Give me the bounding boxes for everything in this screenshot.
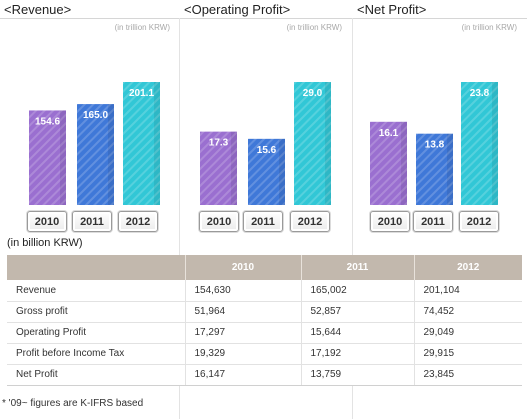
bar-2012 <box>294 82 331 205</box>
financial-table: 2010 2011 2012 Revenue 154,630 165,002 2… <box>7 255 522 386</box>
table-row: Revenue 154,630 165,002 201,104 <box>7 280 522 302</box>
table-cell: 165,002 <box>301 280 415 302</box>
table-header-row: 2010 2011 2012 <box>7 255 522 280</box>
row-label: Operating Profit <box>7 322 186 344</box>
bar-shade <box>401 121 407 205</box>
bar-value-label: 23.8 <box>470 88 490 99</box>
table-cell: 19,329 <box>185 343 302 365</box>
bar-shade <box>492 82 498 205</box>
bar-value-label: 15.6 <box>257 145 277 156</box>
panel-frame <box>353 18 527 236</box>
bar-shade <box>154 82 160 205</box>
column-header: 2010 <box>185 255 302 280</box>
bar-value-label: 201.1 <box>129 88 154 99</box>
table-cell: 23,845 <box>414 364 522 386</box>
row-label: Gross profit <box>7 301 186 323</box>
table-row: Operating Profit 17,297 15,644 29,049 <box>7 322 522 344</box>
panel-divider <box>352 18 353 419</box>
bar-shade <box>108 104 114 205</box>
bar-value-label: 154.6 <box>35 116 60 127</box>
panel-frame <box>0 18 180 236</box>
bar-value-label: 29.0 <box>303 88 323 99</box>
table-cell: 74,452 <box>414 301 522 323</box>
year-button-2010[interactable]: 2010 <box>199 211 239 232</box>
operating-profit-chart: 17.3 15.6 29.0 <box>200 82 331 205</box>
table-cell: 29,915 <box>414 343 522 365</box>
table-cell: 15,644 <box>301 322 415 344</box>
chart-title: <Revenue> <box>4 2 72 17</box>
unit-label: (in trillion KRW) <box>114 23 170 32</box>
table-cell: 17,192 <box>301 343 415 365</box>
net-profit-panel: <Net Profit> (in trillion KRW) 16.1 13.8 2… <box>353 0 527 236</box>
table-caption: (in billion KRW) <box>7 237 83 249</box>
column-header: 2011 <box>301 255 415 280</box>
bar-value-label: 13.8 <box>425 140 445 151</box>
footnote: * '09~ figures are K-IFRS based <box>2 398 144 409</box>
table-row: Gross profit 51,964 52,857 74,452 <box>7 301 522 323</box>
bar-2012 <box>461 82 498 205</box>
unit-label: (in trillion KRW) <box>286 23 342 32</box>
bar-shade <box>60 110 66 205</box>
table-cell: 13,759 <box>301 364 415 386</box>
table-cell: 52,857 <box>301 301 415 323</box>
chart-title: <Net Profit> <box>357 2 427 17</box>
year-button-2010[interactable]: 2010 <box>27 211 67 232</box>
bar-value-label: 165.0 <box>83 110 108 121</box>
year-button-2012[interactable]: 2012 <box>459 211 499 232</box>
net-profit-chart: 16.1 13.8 23.8 <box>370 82 498 205</box>
bar-shade <box>325 82 331 205</box>
revenue-panel: <Revenue> (in trillion KRW) 154.6 165.0 20… <box>0 0 180 236</box>
bar-shade <box>279 138 285 205</box>
table-row: Net Profit 16,147 13,759 23,845 <box>7 364 522 386</box>
year-button-2011[interactable]: 2011 <box>413 211 453 232</box>
panel-frame <box>180 18 352 236</box>
bar-2010 <box>370 121 407 205</box>
bar-value-label: 17.3 <box>209 138 229 149</box>
year-button-2011[interactable]: 2011 <box>243 211 283 232</box>
bar-shade <box>231 131 237 205</box>
table-cell: 51,964 <box>185 301 302 323</box>
table-cell: 16,147 <box>185 364 302 386</box>
row-label: Profit before Income Tax <box>7 343 186 365</box>
table-cell: 154,630 <box>185 280 302 302</box>
column-header <box>7 255 186 280</box>
year-button-2012[interactable]: 2012 <box>118 211 158 232</box>
row-label: Net Profit <box>7 364 186 386</box>
bar-value-label: 16.1 <box>379 128 399 139</box>
bar-shade <box>447 133 453 205</box>
bar-2010 <box>29 110 66 205</box>
table-cell: 201,104 <box>414 280 522 302</box>
column-header: 2012 <box>414 255 522 280</box>
year-button-2011[interactable]: 2011 <box>72 211 112 232</box>
bar-2011 <box>248 138 285 205</box>
bar-2012 <box>123 82 160 205</box>
panel-divider <box>179 18 180 419</box>
table-cell: 17,297 <box>185 322 302 344</box>
bar-2011 <box>416 133 453 205</box>
year-button-2012[interactable]: 2012 <box>290 211 330 232</box>
bar-2010 <box>200 131 237 205</box>
year-button-2010[interactable]: 2010 <box>370 211 410 232</box>
unit-label: (in trillion KRW) <box>461 23 517 32</box>
row-label: Revenue <box>7 280 186 302</box>
bar-2011 <box>77 104 114 205</box>
table-row: Profit before Income Tax 19,329 17,192 2… <box>7 343 522 365</box>
revenue-chart: 154.6 165.0 201.1 <box>29 82 160 205</box>
chart-title: <Operating Profit> <box>184 2 291 17</box>
operating-profit-panel: <Operating Profit> (in trillion KRW) 17.… <box>180 0 352 236</box>
table-cell: 29,049 <box>414 322 522 344</box>
